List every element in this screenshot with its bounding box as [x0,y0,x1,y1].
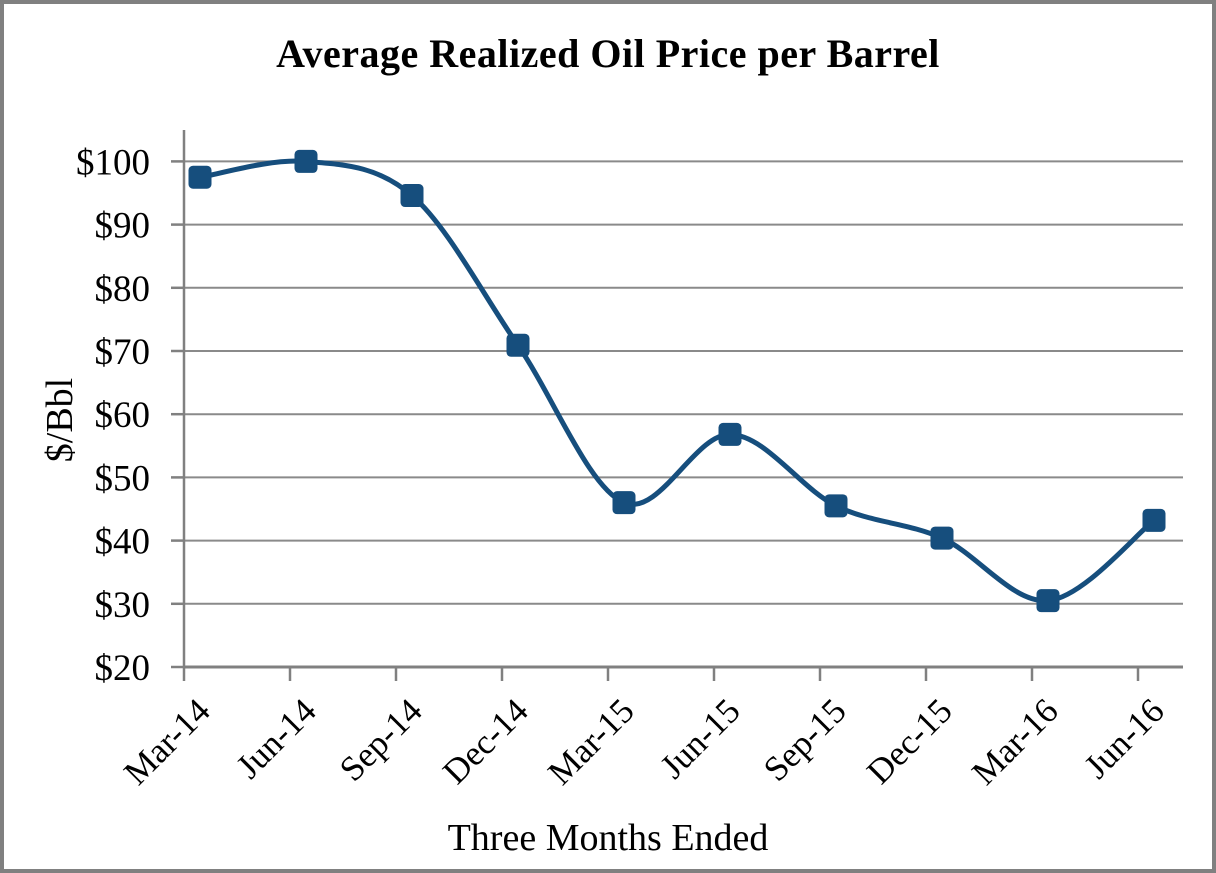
y-tick-label: $30 [95,585,151,626]
data-point-marker [718,422,742,446]
y-tick-label: $80 [95,269,151,310]
data-point-marker [824,494,848,518]
x-tick-label: Dec-14 [435,691,535,791]
y-tick-label: $50 [95,458,151,499]
x-tick-label: Dec-15 [859,691,959,791]
data-point-marker [294,149,318,173]
line-chart-canvas: $20 $30 $40 $50 $60 $70 $80 $90 $100 Mar-14 Jun-14… [76,130,1183,792]
data-point-marker [188,165,212,189]
y-tick-label: $40 [95,522,151,563]
y-tick-label: $70 [95,332,151,373]
data-point-marker [1142,508,1166,532]
x-tick-label: Sep-15 [756,691,854,789]
y-tick-label: $90 [95,206,151,247]
y-tick-label: $60 [95,395,151,436]
y-tick-label: $100 [76,142,150,183]
data-point-marker [400,184,424,208]
x-tick-label: Jun-14 [229,691,324,786]
y-tick-label: $20 [95,648,151,689]
x-tick-label: Mar-14 [116,691,217,792]
x-tick-label: Mar-15 [540,691,641,792]
x-axis-title: Three Months Ended [447,817,769,859]
x-tick-label: Jun-16 [1077,691,1172,786]
data-point-marker [612,491,636,515]
x-tick-label: Mar-16 [964,691,1065,792]
data-point-marker [930,526,954,550]
data-point-marker [1036,589,1060,613]
x-tick-label: Jun-15 [653,691,748,786]
data-point-marker [506,333,530,357]
chart-title: Average Realized Oil Price per Barrel [276,31,940,76]
price-line [197,158,1157,604]
y-axis-title: $/Bbl [39,377,82,463]
x-tick-label: Sep-14 [332,691,430,789]
